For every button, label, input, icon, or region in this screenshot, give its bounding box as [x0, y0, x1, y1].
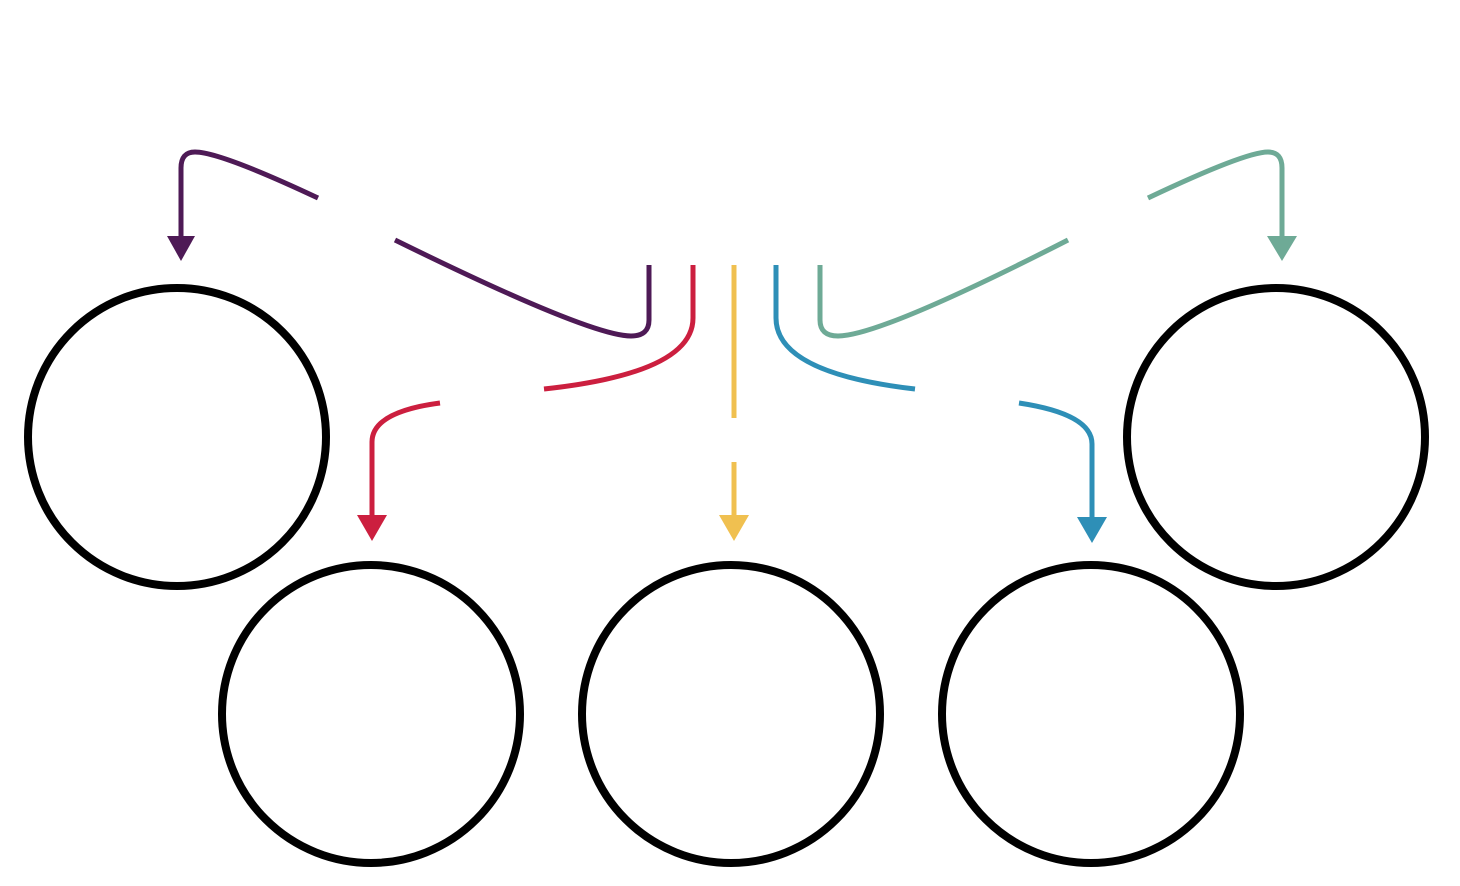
- flow-blue-line: [773, 265, 916, 392]
- flow-red-line: [543, 265, 696, 392]
- flow-red-line-lower: [369, 400, 441, 516]
- flow-blue-arrowhead: [1077, 517, 1107, 543]
- node-center: [578, 561, 884, 867]
- flow-yellow: [719, 265, 749, 541]
- flow-purple-line-upper: [178, 149, 320, 238]
- flow-purple: [167, 149, 652, 339]
- flow-purple-arrowhead: [167, 236, 195, 261]
- flow-red-arrowhead: [357, 515, 387, 541]
- flow-yellow-arrowhead: [719, 515, 749, 541]
- flow-teal-line: [817, 237, 1070, 339]
- flow-purple-line: [393, 237, 652, 339]
- flow-teal: [817, 149, 1297, 339]
- flow-teal-line-upper: [1146, 149, 1285, 238]
- flow-blue: [773, 265, 1107, 543]
- node-far-left: [24, 284, 330, 590]
- flow-teal-arrowhead: [1267, 236, 1297, 261]
- node-far-right: [1123, 284, 1429, 590]
- flow-red: [357, 265, 696, 541]
- flow-blue-line-lower: [1018, 400, 1095, 518]
- node-left: [218, 561, 524, 867]
- node-right: [938, 561, 1244, 867]
